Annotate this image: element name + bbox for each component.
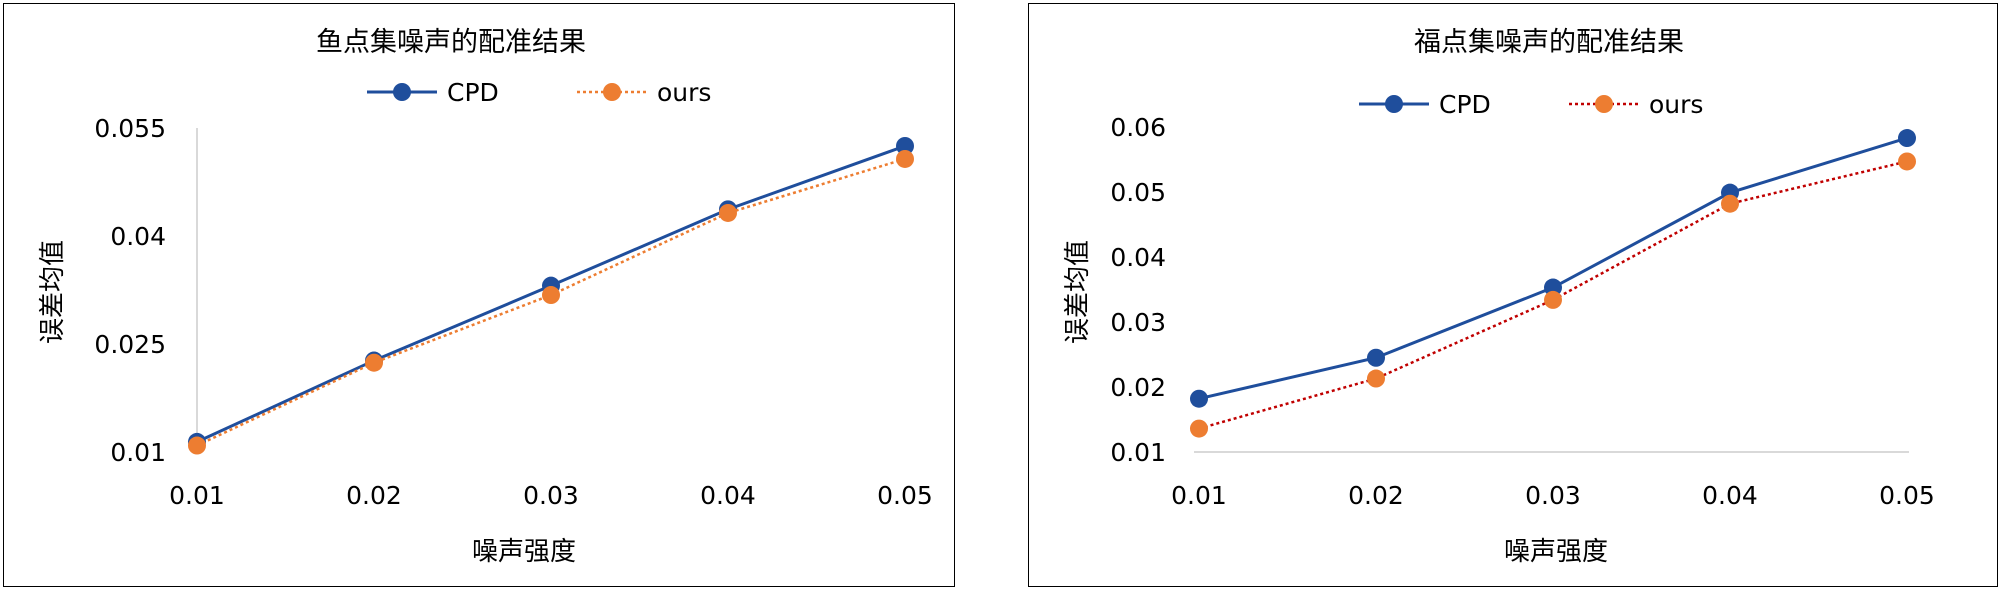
y-axis-title: 误差均值 [1063,240,1093,344]
y-tick-label: 0.06 [1110,113,1166,142]
legend-label-cpd: CPD [1439,90,1491,119]
x-tick-label: 0.02 [346,481,402,510]
chart-panel-fish: 鱼点集噪声的配准结果 0.01 0.025 0.04 0.055 0.01 0.02 0.03… [3,3,955,587]
series-line-ours [1198,160,1908,430]
chart-fish-svg: 鱼点集噪声的配准结果 0.01 0.025 0.04 0.055 0.01 0.02 0.03… [38,27,933,567]
data-point-ours [365,353,383,372]
chart-fu-svg: 福点集噪声的配准结果 0.01 0.02 0.03 0.04 0.05 0.06 0.01 0.… [1063,27,1935,567]
y-tick-label: 0.01 [1110,438,1166,467]
x-tick-label: 0.03 [1525,481,1581,510]
x-tick-label: 0.01 [1171,481,1227,510]
y-tick-label: 0.04 [1110,243,1166,272]
data-point-ours [188,436,206,455]
x-tick-label: 0.05 [877,481,933,510]
y-tick-label: 0.05 [1110,178,1166,207]
data-point-ours [542,286,560,305]
y-tick-label: 0.055 [94,114,166,143]
x-tick-label: 0.05 [1879,481,1935,510]
data-point-ours [1721,194,1739,213]
legend-label-ours: ours [657,78,711,107]
y-tick-label: 0.025 [94,330,166,359]
legend-label-ours: ours [1649,90,1703,119]
series-line-cpd [1198,136,1908,401]
data-point-cpd [1544,278,1562,297]
data-point-cpd [1367,348,1385,367]
y-tick-label: 0.04 [110,222,166,251]
x-tick-label: 0.04 [1702,481,1758,510]
x-axis-title: 噪声强度 [472,537,576,567]
data-point-ours [719,203,737,222]
y-tick-label: 0.02 [1110,373,1166,402]
legend-label-cpd: CPD [447,78,499,107]
data-point-ours [1190,419,1208,438]
y-tick-label: 0.03 [1110,308,1166,337]
data-point-cpd [1898,129,1916,148]
legend-marker-cpd [1385,95,1403,113]
data-point-ours [1544,290,1562,309]
x-tick-label: 0.02 [1348,481,1404,510]
data-point-cpd [896,137,914,155]
legend-marker-ours [1595,95,1613,113]
chart-title: 鱼点集噪声的配准结果 [316,27,586,58]
x-tick-label: 0.04 [700,481,756,510]
chart-panel-fu: 福点集噪声的配准结果 0.01 0.02 0.03 0.04 0.05 0.06 0.01 0.… [1028,3,1998,587]
y-tick-label: 0.01 [110,438,166,467]
legend-marker-ours [603,83,621,101]
legend-marker-cpd [393,83,411,101]
data-point-ours [1367,369,1385,388]
x-axis-title: 噪声强度 [1504,537,1608,567]
data-point-cpd [1190,389,1208,408]
data-point-ours [896,149,914,168]
x-tick-label: 0.01 [169,481,225,510]
x-tick-label: 0.03 [523,481,579,510]
chart-title: 福点集噪声的配准结果 [1414,27,1684,58]
y-axis-title: 误差均值 [38,240,68,344]
data-point-ours [1898,152,1916,171]
